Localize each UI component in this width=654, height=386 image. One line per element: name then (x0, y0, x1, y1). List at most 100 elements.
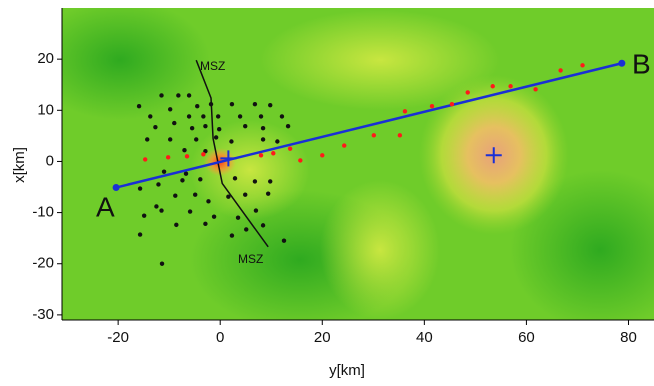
point (173, 194, 177, 198)
x-tick-label: 60 (518, 329, 535, 346)
point (166, 155, 170, 159)
x-tick-label: 0 (216, 329, 224, 346)
x-tick-label: 20 (314, 329, 331, 346)
terrain (30, 0, 654, 330)
point (159, 93, 163, 97)
point (138, 186, 142, 190)
point (203, 222, 207, 226)
x-tick-label: 40 (416, 329, 433, 346)
point (236, 216, 240, 220)
point (226, 195, 230, 199)
point (198, 177, 202, 181)
point (243, 192, 247, 196)
point (230, 233, 234, 237)
point (162, 169, 166, 173)
y-tick-label: 0 (46, 152, 54, 169)
point (580, 63, 584, 67)
point (508, 84, 512, 88)
point (190, 126, 194, 130)
point (143, 157, 147, 161)
point (137, 104, 141, 108)
point (168, 107, 172, 111)
point (253, 102, 257, 106)
point (201, 152, 205, 156)
point (466, 90, 470, 94)
point (216, 114, 220, 118)
point (217, 127, 221, 131)
point (238, 114, 242, 118)
point (261, 223, 265, 227)
page: y[km] x[km] -20020406080-30-20-1001020AB… (0, 0, 654, 386)
point (372, 133, 376, 137)
point (230, 102, 234, 106)
point (201, 114, 205, 118)
y-tick-label: 20 (37, 50, 54, 67)
point (233, 176, 237, 180)
point (156, 182, 160, 186)
point (187, 114, 191, 118)
point (138, 232, 142, 236)
x-axis-label: y[km] (329, 362, 365, 379)
point (254, 208, 258, 212)
point (268, 103, 272, 107)
point (558, 68, 562, 72)
point (195, 104, 199, 108)
point (298, 158, 302, 162)
annotation: A (96, 191, 115, 222)
point (206, 199, 210, 203)
y-tick-label: -30 (32, 306, 54, 323)
point (259, 114, 263, 118)
point (229, 139, 233, 143)
endpoint (113, 184, 120, 191)
point (253, 179, 257, 183)
point (430, 104, 434, 108)
point (187, 93, 191, 97)
point (533, 87, 537, 91)
point (261, 137, 265, 141)
point (185, 154, 189, 158)
point (275, 139, 279, 143)
x-tick-label: -20 (107, 329, 129, 346)
y-tick-label: 10 (37, 101, 54, 118)
point (180, 178, 184, 182)
point (286, 124, 290, 128)
point (188, 209, 192, 213)
point (450, 102, 454, 106)
y-tick-label: -10 (32, 204, 54, 221)
chart: y[km] x[km] -20020406080-30-20-1001020AB… (0, 0, 654, 381)
point (203, 124, 207, 128)
x-tick-label: 80 (620, 329, 637, 346)
point (398, 133, 402, 137)
annotation: MSZ (238, 252, 263, 266)
point (145, 137, 149, 141)
point (153, 125, 157, 129)
point (280, 114, 284, 118)
y-tick-label: -20 (32, 255, 54, 272)
point (184, 172, 188, 176)
point (193, 192, 197, 196)
point (282, 239, 286, 243)
point (491, 84, 495, 88)
point (154, 204, 158, 208)
point (261, 126, 265, 130)
point (320, 153, 324, 157)
point (288, 146, 292, 150)
annotation: B (632, 48, 651, 79)
point (172, 121, 176, 125)
point (168, 137, 172, 141)
point (244, 227, 248, 231)
point (142, 213, 146, 217)
point (212, 214, 216, 218)
point (214, 135, 218, 139)
point (342, 143, 346, 147)
point (160, 262, 164, 266)
point (148, 114, 152, 118)
annotation: MSZ (200, 59, 225, 73)
point (209, 102, 213, 106)
point (176, 93, 180, 97)
point (271, 151, 275, 155)
point (266, 191, 270, 195)
point (259, 153, 263, 157)
point (403, 109, 407, 113)
point (243, 124, 247, 128)
